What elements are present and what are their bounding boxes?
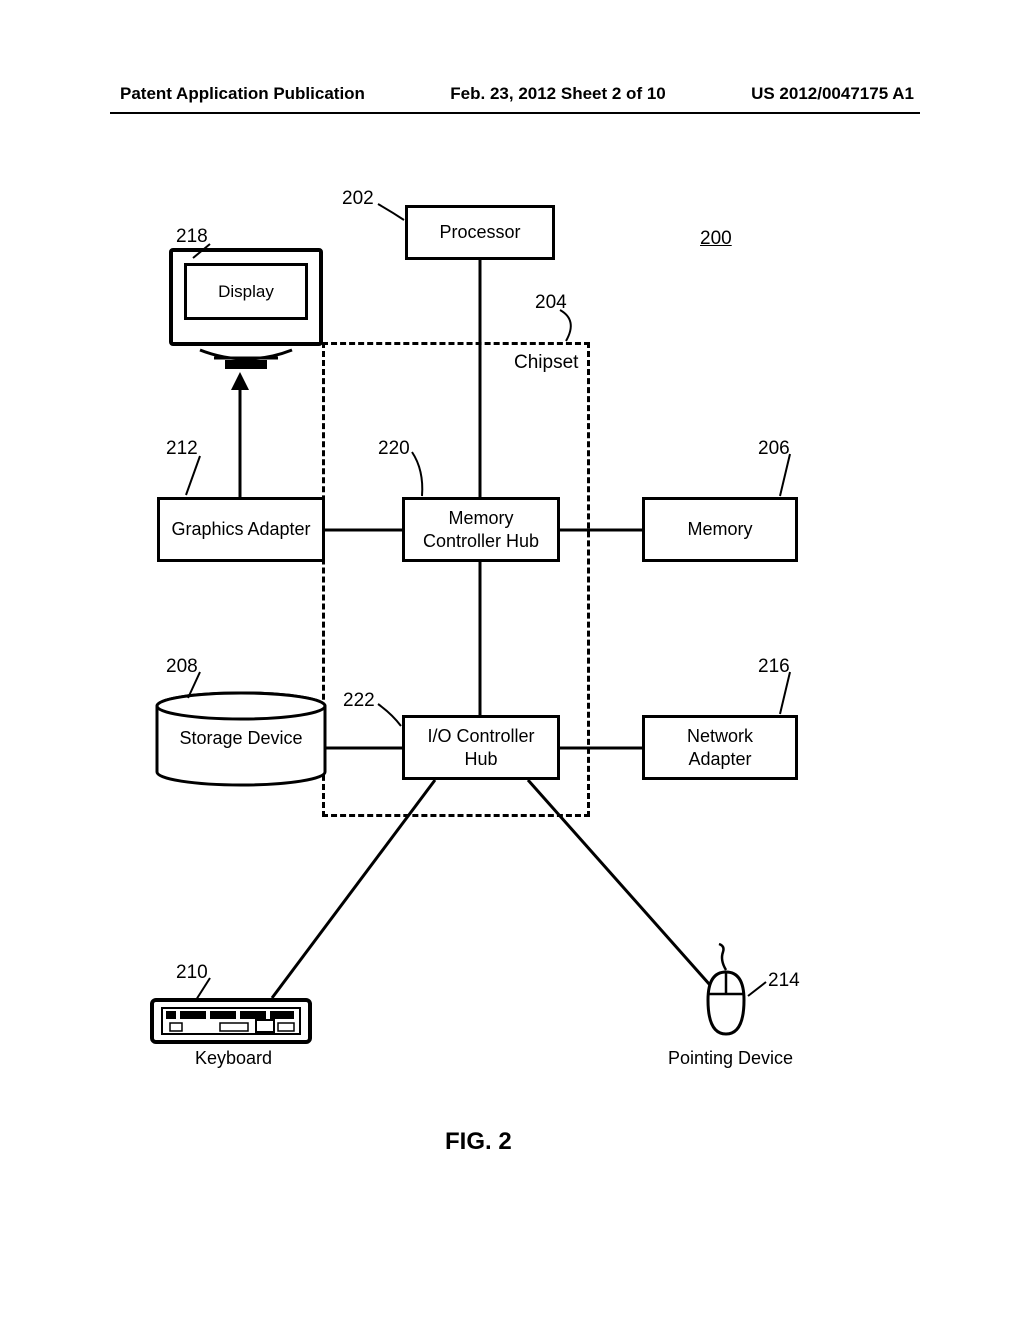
ref-leader-lines (0, 0, 1024, 1320)
page: Patent Application Publication Feb. 23, … (0, 0, 1024, 1320)
figure-caption: FIG. 2 (445, 1128, 512, 1156)
